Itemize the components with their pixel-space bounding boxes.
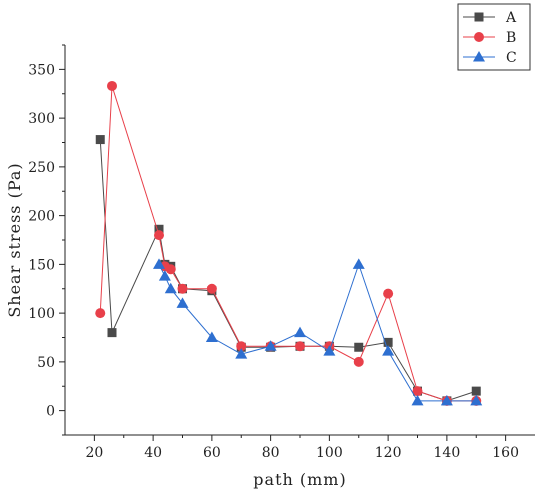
legend-label: C — [506, 50, 517, 66]
y-tick-label: 50 — [37, 355, 55, 371]
data-point-C — [294, 326, 306, 338]
data-point-B — [236, 341, 247, 352]
data-point-C — [153, 258, 165, 269]
legend-marker — [473, 51, 485, 62]
data-point-C — [352, 258, 365, 269]
series-line-C — [158, 262, 477, 402]
y-axis-title: Shear stress (Pa) — [5, 162, 24, 317]
data-point-A — [95, 135, 105, 145]
data-point-C — [176, 297, 189, 308]
data-point-C — [440, 394, 453, 406]
legend-marker — [474, 12, 484, 22]
series-C — [153, 258, 483, 406]
x-tick-label: 160 — [492, 445, 519, 461]
series-line-A — [99, 139, 477, 402]
x-axis-title: path (mm) — [253, 470, 346, 489]
data-point-A — [107, 328, 117, 338]
data-point-C — [470, 394, 483, 406]
data-point-B — [95, 308, 106, 319]
x-tick-label: 80 — [262, 445, 280, 461]
series-line-B — [99, 85, 477, 402]
legend-label: B — [506, 30, 516, 46]
x-tick-label: 20 — [85, 445, 103, 461]
y-tick-label: 200 — [28, 209, 55, 225]
data-point-B — [206, 283, 217, 294]
y-tick-label: 150 — [28, 257, 55, 273]
data-point-B — [353, 356, 364, 367]
data-point-B — [107, 80, 117, 91]
data-point-B — [165, 264, 176, 275]
legend-entry-B: B — [463, 30, 516, 46]
legend-marker — [474, 32, 484, 42]
y-tick-label: 250 — [28, 160, 55, 176]
legend: ABC — [457, 3, 531, 71]
series-A — [95, 135, 481, 406]
data-point-C — [264, 340, 277, 351]
legend-entry-C: C — [463, 50, 517, 66]
y-tick-label: 300 — [28, 111, 55, 127]
data-point-B — [383, 288, 394, 299]
x-tick-label: 100 — [316, 445, 343, 461]
legend-entry-A: A — [463, 10, 517, 26]
data-point-C — [164, 282, 177, 294]
data-point-C — [158, 270, 171, 281]
data-point-A — [471, 386, 481, 396]
legend-label: A — [505, 10, 517, 26]
series-B — [95, 80, 482, 406]
x-tick-label: 60 — [203, 445, 221, 461]
data-point-C — [205, 331, 218, 342]
plot-frame — [64, 45, 535, 436]
y-tick-label: 0 — [46, 404, 55, 420]
x-axis-ticks: 20 40 60 80 100 120 140 160 — [85, 435, 519, 461]
data-point-B — [154, 230, 164, 241]
data-point-A — [383, 337, 393, 347]
data-point-A — [154, 224, 164, 234]
y-tick-label: 350 — [28, 62, 55, 78]
data-point-B — [412, 386, 423, 397]
series-layer — [95, 80, 483, 406]
data-point-C — [382, 345, 395, 356]
data-point-C — [323, 345, 336, 356]
data-point-C — [411, 394, 424, 406]
data-point-A — [354, 342, 364, 352]
data-point-B — [177, 283, 188, 294]
x-tick-label: 40 — [144, 445, 162, 461]
data-point-C — [235, 348, 248, 359]
x-tick-label: 140 — [434, 445, 461, 461]
y-tick-label: 100 — [28, 306, 55, 322]
x-tick-label: 120 — [375, 445, 402, 461]
y-axis-ticks: 0 50 100 150 200 250 300 350 — [28, 44, 65, 436]
data-point-B — [295, 341, 305, 352]
